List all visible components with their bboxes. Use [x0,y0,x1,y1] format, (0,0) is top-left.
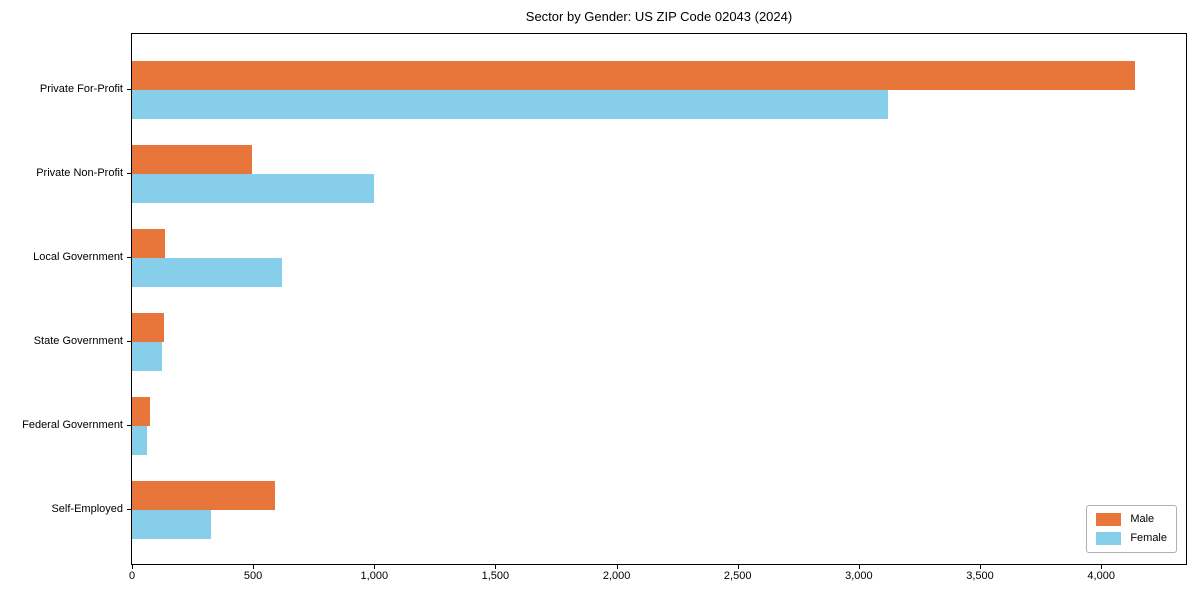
x-tick-label: 1,500 [481,570,510,582]
x-tick-mark [374,565,376,569]
y-tick-mark [127,509,131,510]
y-tick-label-3: State Government [33,335,123,347]
legend-item-male: Male [1096,513,1167,526]
y-tick-label-1: Private Non-Profit [36,167,123,179]
legend-item-female: Female [1096,532,1167,545]
x-tick-label: 1,000 [360,570,389,582]
x-tick-mark [253,565,255,569]
y-tick-label-4: Federal Government [22,419,123,431]
y-tick-label-0: Private For-Profit [39,83,123,95]
legend-swatch-female [1096,532,1122,545]
x-tick-label: 4,000 [1087,570,1115,582]
x-tick-mark [495,565,497,569]
x-tick-label: 3,500 [966,570,994,582]
legend-label-male: Male [1130,513,1155,525]
bar-male-3 [132,313,164,342]
x-tick-label: 2,000 [602,570,631,582]
y-tick-label-5: Self-Employed [51,503,123,515]
x-tick-mark [737,565,739,569]
x-tick-label: 0 [128,570,136,582]
y-tick-mark [127,341,131,342]
bar-female-1 [132,174,375,203]
bar-male-4 [132,397,151,426]
chart-title: Sector by Gender: US ZIP Code 02043 (202… [525,9,793,24]
x-tick-mark [616,565,618,569]
bar-female-2 [132,258,283,287]
plot-area: Male Female [131,33,1187,565]
x-tick-label: 2,500 [723,570,752,582]
y-tick-label-2: Local Government [33,251,123,263]
bar-female-0 [132,90,888,119]
bar-female-4 [132,426,147,455]
legend-swatch-male [1096,513,1122,526]
legend-label-female: Female [1130,532,1167,544]
legend: Male Female [1086,505,1177,553]
x-tick-mark [1101,565,1103,569]
bar-male-0 [132,61,1136,90]
y-tick-mark [127,173,131,174]
bar-male-5 [132,481,275,510]
bar-male-1 [132,145,252,174]
x-tick-label: 3,000 [845,570,873,582]
x-tick-mark [132,565,133,569]
x-tick-label: 500 [243,570,263,582]
bar-female-3 [132,342,163,371]
y-tick-mark [127,257,131,258]
bar-female-5 [132,510,211,539]
y-tick-mark [127,89,131,90]
y-tick-mark [127,425,131,426]
x-tick-mark [980,565,981,569]
bar-male-2 [132,229,165,258]
x-tick-mark [858,565,860,569]
